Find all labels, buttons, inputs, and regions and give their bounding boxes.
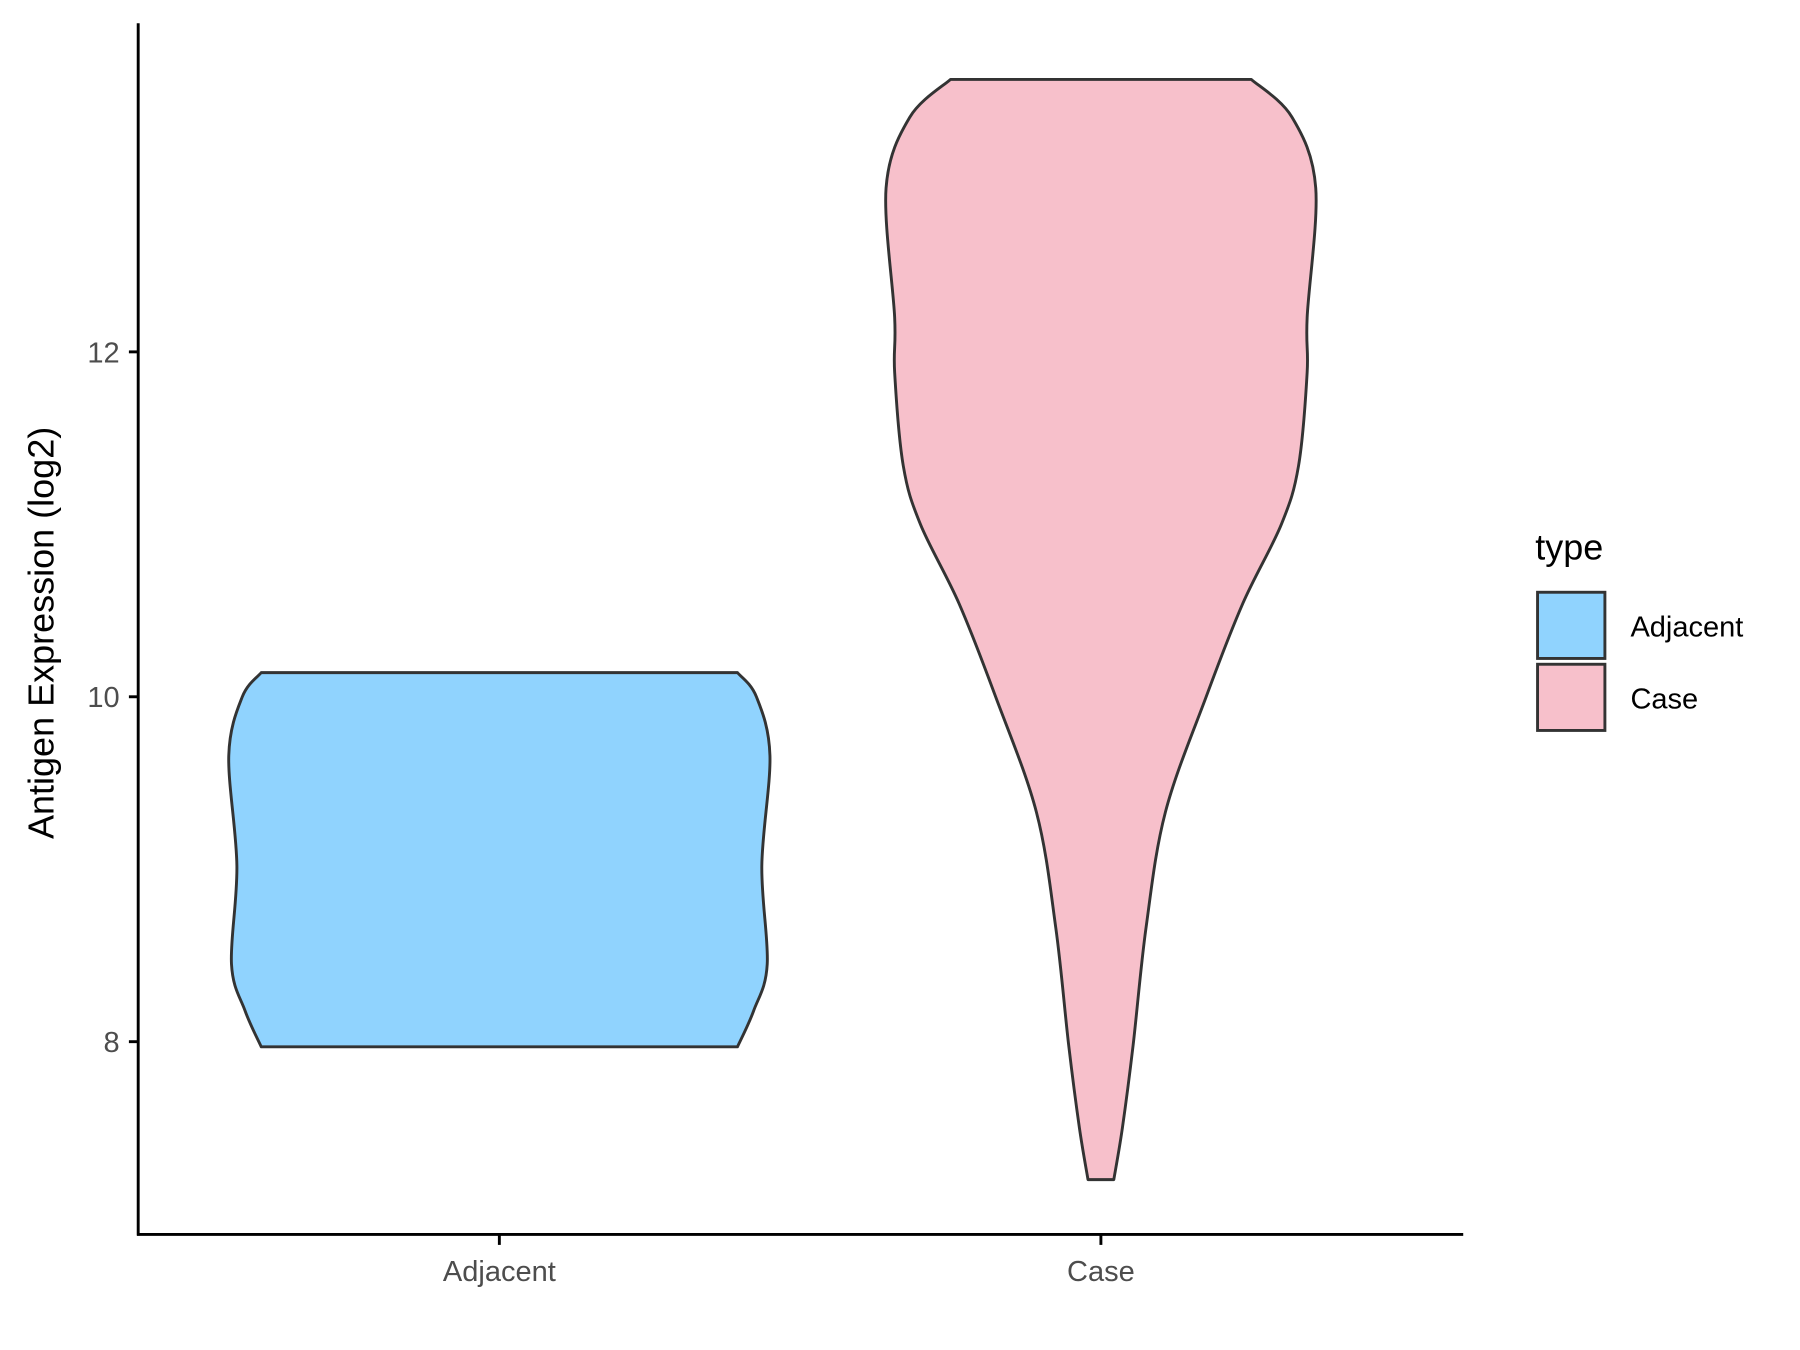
legend-title: type — [1535, 527, 1603, 568]
legend-key-case — [1536, 662, 1607, 732]
legend-label-adjacent: Adjacent — [1630, 611, 1743, 643]
x-ticks: Adjacent Case — [443, 1234, 1135, 1288]
violin-adjacent — [227, 671, 772, 1049]
x-tick-label: Case — [1067, 1256, 1135, 1288]
y-ticks: 8 10 12 — [87, 337, 139, 1059]
y-tick-label: 12 — [87, 337, 119, 369]
legend: type Adjacent Case — [1535, 527, 1743, 732]
violin-case — [884, 77, 1318, 1182]
legend-key-adjacent — [1536, 590, 1607, 660]
y-tick-label: 10 — [87, 682, 119, 714]
y-axis-title: Antigen Expression (log2) — [20, 427, 61, 839]
legend-label-case: Case — [1630, 683, 1698, 715]
y-tick-label: 8 — [103, 1027, 119, 1059]
x-tick-label: Adjacent — [443, 1256, 556, 1288]
violins-layer — [227, 77, 1318, 1182]
